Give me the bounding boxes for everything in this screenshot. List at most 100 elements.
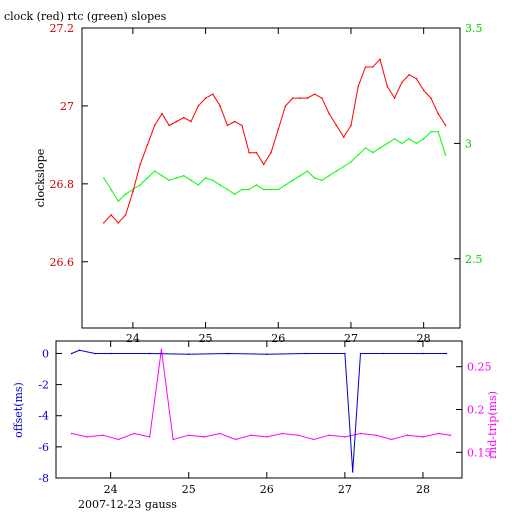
clock-series-line <box>103 58 446 224</box>
clock-series-line-point <box>146 144 149 146</box>
top-left-tick-label: 26.8 <box>50 178 75 191</box>
clock-series-line-point <box>255 151 258 154</box>
clock-series-line-point <box>175 120 178 123</box>
offset-series-line-point <box>227 352 229 355</box>
rtc-series-line-point <box>408 138 410 140</box>
rtc-series-line-point <box>379 147 381 149</box>
clock-series-line-point <box>219 105 221 107</box>
rnd-trip-series-line-point <box>437 432 440 435</box>
rtc-series-line-point <box>153 170 156 172</box>
clock-series-line-point <box>117 222 120 224</box>
rnd-trip-series-line-point <box>102 434 104 437</box>
rtc-series-line-point <box>292 179 294 182</box>
rtc-series-line <box>103 131 446 202</box>
clock-series-line-point <box>161 112 163 115</box>
top-left-tick-label: 27 <box>60 100 74 113</box>
clock-series-line-point <box>444 124 447 127</box>
rtc-series-line-point <box>212 179 214 182</box>
rnd-trip-series-line-point <box>234 438 237 441</box>
clock-series-line-point <box>132 190 134 193</box>
offset-series-line-point <box>351 471 354 473</box>
rtc-series-line-point <box>277 188 280 191</box>
rtc-series-line-point <box>168 179 170 182</box>
clock-series-line-point <box>139 163 141 166</box>
offset-series-line-point <box>344 352 346 355</box>
bottom-x-tick-label: 27 <box>338 483 352 496</box>
bottom-left-tick-label: -8 <box>38 472 49 485</box>
rtc-series-line-point <box>233 193 236 195</box>
clock-series-line-point <box>226 124 229 127</box>
clock-series-line-point <box>270 151 272 154</box>
clock-series-line-point <box>299 97 301 99</box>
chart-title: clock (red) rtc (green) slopes <box>4 10 167 23</box>
bottom-left-axis-label: offset(ms) <box>12 382 25 438</box>
bottom-plot-frame <box>55 340 463 479</box>
bottom-left-tick-label: -2 <box>38 379 49 392</box>
top-x-tick-label: 25 <box>199 332 213 345</box>
rtc-series-line-point <box>161 174 163 177</box>
bottom-series <box>70 348 452 473</box>
top-left-tick-label: 26.6 <box>50 256 75 269</box>
rtc-series-line-point <box>430 131 432 133</box>
rnd-trip-series-line-point <box>344 436 346 438</box>
clock-series-line-point <box>386 85 389 88</box>
rtc-series-line-point <box>204 177 207 179</box>
bottom-right-tick-label: 0.15 <box>467 446 492 459</box>
bottom-left-tick-label: 0 <box>42 347 49 360</box>
rnd-trip-series-line-point <box>375 434 377 437</box>
offset-series-line-point <box>94 352 96 355</box>
top-y-axis-label: clockslope <box>34 149 47 207</box>
clock-series-line-point <box>277 128 280 131</box>
rtc-series-line-point <box>197 184 200 186</box>
rnd-trip-series-line <box>71 349 451 441</box>
clock-series-line-point <box>313 93 316 95</box>
top-right-tick-label: 2.5 <box>465 253 483 266</box>
rtc-series-line-point <box>270 188 272 191</box>
top-series <box>103 58 447 224</box>
rtc-series-line-point <box>350 161 352 163</box>
top-right-tick-label: 3 <box>465 137 472 150</box>
clock-series-line-point <box>372 66 374 68</box>
rtc-series-line-point <box>248 188 250 191</box>
top-plot-frame <box>81 27 461 329</box>
top-x-tick-label: 27 <box>344 332 358 345</box>
rtc-series-line-point <box>183 174 185 177</box>
rtc-series-line-point <box>364 147 367 149</box>
rtc-series-line-point <box>139 184 141 186</box>
offset-series-line <box>71 349 447 472</box>
offset-series-line-point <box>187 353 190 356</box>
rnd-trip-series-line-point <box>297 434 299 437</box>
clock-series-line-point <box>415 77 418 80</box>
rnd-trip-series-line-point <box>328 434 331 437</box>
rtc-series-line-point <box>415 142 418 145</box>
bottom-x-tick-label: 28 <box>416 483 430 496</box>
offset-series-line-point <box>305 352 307 355</box>
clock-series-line-point <box>422 89 425 92</box>
rtc-series-line-point <box>393 138 396 140</box>
rnd-trip-series-line-point <box>312 438 315 441</box>
bottom-x-tick-label: 25 <box>182 483 196 496</box>
top-x-tick-label: 28 <box>417 332 431 345</box>
clock-series-line-point <box>248 151 250 154</box>
clock-series-line-point <box>350 124 352 127</box>
rtc-series-line-point <box>444 154 447 156</box>
rtc-series-line-point <box>110 188 112 191</box>
clock-series-line-point <box>110 214 112 216</box>
clock-series-line-point <box>292 97 294 99</box>
rnd-trip-series-line-point <box>70 432 73 435</box>
rtc-series-line-point <box>357 154 360 156</box>
offset-series-line-point <box>78 349 81 352</box>
offset-series-line-point <box>266 353 268 356</box>
rnd-trip-series-line-point <box>187 434 190 437</box>
clock-series-line-point <box>364 66 367 68</box>
rtc-series-line-point <box>117 200 120 202</box>
clock-series-line-point <box>124 214 127 216</box>
rtc-series-line-point <box>313 177 316 179</box>
rnd-trip-series-line-point <box>117 438 120 441</box>
bottom-x-tick-label: 26 <box>260 483 274 496</box>
rtc-series-line-point <box>241 188 243 191</box>
clock-series-line-point <box>168 124 170 127</box>
clock-series-line-point <box>190 120 192 123</box>
rnd-trip-series-line-point <box>359 432 362 435</box>
